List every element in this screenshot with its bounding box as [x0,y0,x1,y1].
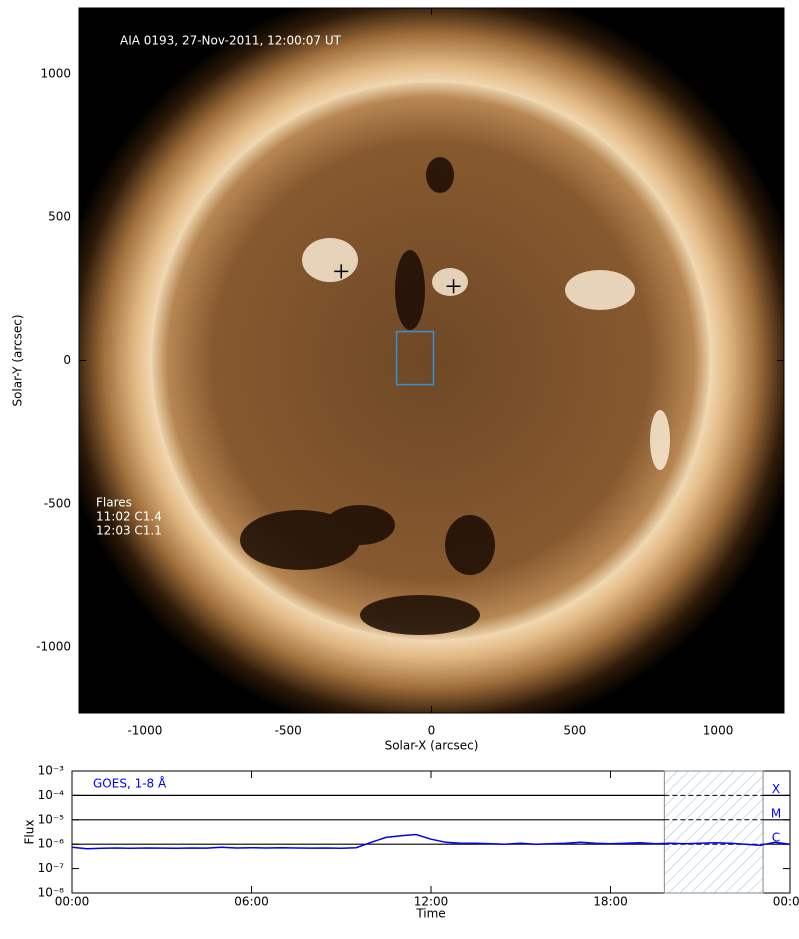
x-tick-label: -500 [275,724,302,738]
y-tick-label: -1000 [36,640,71,654]
image-title: AIA 0193, 27-Nov-2011, 12:00:07 UT [120,34,342,48]
x-tick-label: 12:00 [414,895,449,909]
x-axis-label: Solar-X (arcsec) [385,739,479,753]
shaded-range [663,770,764,894]
y-tick-label: 10⁻⁵ [38,812,65,826]
y-tick-label: 10⁻³ [38,764,65,778]
y-tick-label: 10⁻⁶ [38,837,65,851]
y-tick-label: -500 [44,496,71,510]
threshold-label: M [771,806,781,820]
flare-annotation: 11:02 C1.4 [96,510,162,524]
y-axis-label: Solar-Y (arcsec) [11,314,25,406]
threshold-label: X [772,782,780,796]
flare-marker [334,264,349,279]
flare-marker [446,279,461,294]
x-tick-label: 18:00 [593,895,628,909]
chart-title: GOES, 1-8 Å [93,776,167,791]
x-tick-label: 00:00 [773,895,799,909]
flux-line [71,833,791,850]
y-tick-label: 500 [48,210,71,224]
x-tick-label: 0 [428,724,436,738]
threshold-label: C [772,831,780,845]
flare-annotation: Flares [96,496,132,510]
y-tick-label: 0 [63,353,71,367]
y-tick-label: 10⁻⁴ [38,788,65,802]
x-tick-label: 00:00 [55,895,90,909]
y-axis-label: Flux [23,820,37,845]
x-axis-label: Time [415,907,445,921]
solar-image [79,8,784,713]
x-tick-label: -1000 [127,724,162,738]
flare-annotation: 12:03 C1.1 [96,524,162,538]
y-tick-label: 10⁻⁷ [38,861,65,875]
y-tick-label: 10⁻⁸ [38,886,65,900]
x-tick-label: 500 [563,724,586,738]
x-tick-label: 1000 [703,724,734,738]
x-tick-label: 06:00 [234,895,269,909]
region-box [395,330,435,386]
y-tick-label: 1000 [40,66,71,80]
